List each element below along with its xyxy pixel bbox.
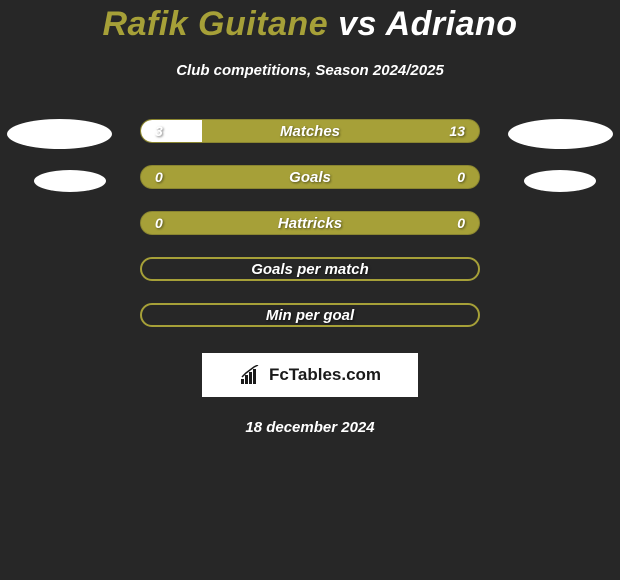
player2-team-badge (524, 170, 596, 192)
stat-bar: 313Matches (140, 119, 480, 143)
stat-label: Goals per match (142, 259, 478, 279)
stat-label: Min per goal (142, 305, 478, 325)
stat-bar: Goals per match (140, 257, 480, 281)
stat-bar: 00Hattricks (140, 211, 480, 235)
date-text: 18 december 2024 (0, 419, 620, 436)
player2-avatar (508, 119, 613, 149)
player1-team-badge (34, 170, 106, 192)
player2-name: Adriano (386, 5, 518, 43)
page-title: Rafik Guitane vs Adriano (0, 5, 620, 44)
player1-name: Rafik Guitane (102, 5, 328, 43)
chart-icon (239, 365, 265, 385)
stat-label: Hattricks (141, 212, 479, 234)
stat-label: Matches (141, 120, 479, 142)
vs-text: vs (338, 5, 377, 43)
brand-logo: FcTables.com (202, 353, 418, 397)
comparison-widget: Rafik Guitane vs Adriano Club competitio… (0, 0, 620, 436)
subtitle: Club competitions, Season 2024/2025 (0, 62, 620, 79)
stat-bar: 00Goals (140, 165, 480, 189)
stat-bar: Min per goal (140, 303, 480, 327)
player1-avatar (7, 119, 112, 149)
stat-bars: 313Matches 00Goals 00Hattricks Goals per ma… (140, 119, 480, 349)
stat-label: Goals (141, 166, 479, 188)
brand-text: FcTables.com (269, 365, 381, 385)
stats-area: 313Matches 00Goals 00Hattricks Goals per ma… (0, 119, 620, 339)
